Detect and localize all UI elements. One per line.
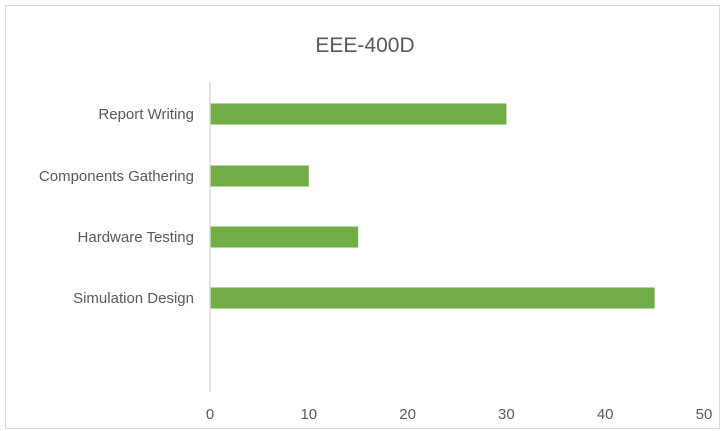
- chart-frame: [5, 5, 720, 429]
- bar-simulation-design: [210, 287, 655, 309]
- x-tick-label: 40: [597, 406, 614, 423]
- x-tick-label: 0: [206, 406, 214, 423]
- x-tick-label: 30: [498, 406, 515, 423]
- category-label: Hardware Testing: [78, 229, 194, 246]
- bars-group: [210, 103, 655, 309]
- bar-report-writing: [210, 103, 507, 125]
- x-tick-label: 10: [300, 406, 317, 423]
- bar-hardware-testing: [210, 226, 359, 248]
- bar-components-gathering: [210, 165, 309, 187]
- x-tick-label: 20: [399, 406, 416, 423]
- category-label: Report Writing: [98, 106, 194, 123]
- x-tick-label: 50: [696, 406, 713, 423]
- category-label: Components Gathering: [39, 168, 194, 185]
- chart-title: EEE-400D: [315, 34, 414, 57]
- category-labels: Report Writing Components Gathering Hardwa…: [39, 106, 194, 307]
- category-label: Simulation Design: [73, 290, 194, 307]
- x-tick-labels: 0 10 20 30 40 50: [206, 406, 713, 423]
